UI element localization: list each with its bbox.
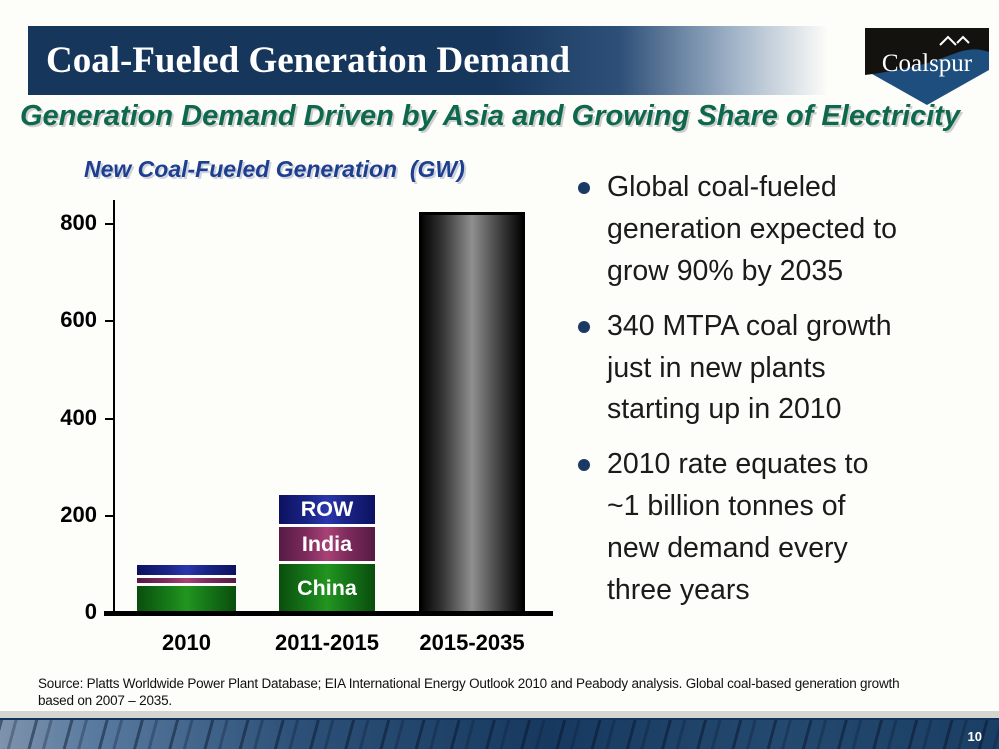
bar-segment-india: India: [279, 527, 375, 561]
mountain-peak-icon: [939, 35, 957, 46]
plot-area: 0 200 400 600 800 2010 ROW India China 2011-2015 2…: [60, 200, 547, 655]
bar-2010: [137, 565, 236, 613]
x-axis-label: 2010: [162, 630, 211, 655]
bar-2015-2035: [419, 212, 525, 613]
y-tick-label: 400: [60, 404, 97, 430]
bullet-item: 340 MTPA coal growth just in new plants …: [578, 306, 998, 432]
bar-segment-row: [137, 565, 236, 575]
segment-label: India: [301, 531, 353, 556]
bar-segment-total: [419, 212, 525, 613]
footer-band: 10: [0, 718, 999, 749]
y-tick-label: 600: [60, 307, 97, 333]
bar-segment-row: ROW: [279, 495, 375, 524]
logo-mountain-silhouette: [865, 28, 989, 75]
segment-label: China: [297, 576, 357, 600]
y-tick-label: 800: [60, 210, 97, 236]
bullet-dot-icon: [578, 320, 590, 333]
bar-2011-2015: ROW India China: [279, 495, 375, 613]
subtitle: Generation Demand Driven by Asia and Gro…: [20, 100, 961, 132]
chart-title: New Coal-Fueled Generation (GW): [84, 156, 465, 182]
y-tick: [105, 514, 115, 517]
bullet-text: Global coal-fueled generation expected t…: [607, 171, 897, 287]
y-tick: [105, 417, 115, 420]
x-axis-line: [104, 611, 553, 616]
bullet-item: Global coal-fueled generation expected t…: [578, 167, 998, 293]
y-tick-label: 200: [60, 501, 97, 527]
bullet-item: 2010 rate equates to ~1 billion tonnes o…: [578, 444, 998, 612]
slide-title: Coal-Fueled Generation Demand: [46, 40, 571, 81]
bar-segment-china: China: [279, 564, 375, 613]
bar-segment-china: [137, 586, 236, 613]
bullet-text: 340 MTPA coal growth just in new plants …: [607, 309, 892, 426]
y-tick: [105, 223, 115, 226]
y-tick: [105, 320, 115, 323]
x-axis-label: 2015-2035: [419, 630, 525, 655]
mountain-peak-icon: [956, 35, 970, 44]
y-tick-label: 0: [84, 599, 97, 624]
page-number: 10: [967, 729, 982, 744]
title-bar: Coal-Fueled Generation Demand: [28, 26, 828, 95]
bar-segment-india: [137, 578, 236, 583]
bullet-dot-icon: [578, 459, 590, 472]
source-note: Source: Platts Worldwide Power Plant Dat…: [38, 676, 900, 708]
coalspur-logo: Coalspur: [865, 28, 989, 105]
logo-wordmark: Coalspur: [882, 50, 973, 77]
footer-gray-strip: [0, 711, 999, 718]
bullet-list: Global coal-fueled generation expected t…: [578, 167, 998, 625]
bullet-dot-icon: [578, 182, 590, 194]
segment-label: ROW: [300, 497, 354, 521]
x-axis-label: 2011-2015: [275, 630, 379, 655]
bullet-text: 2010 rate equates to ~1 billion tonnes o…: [607, 448, 869, 607]
